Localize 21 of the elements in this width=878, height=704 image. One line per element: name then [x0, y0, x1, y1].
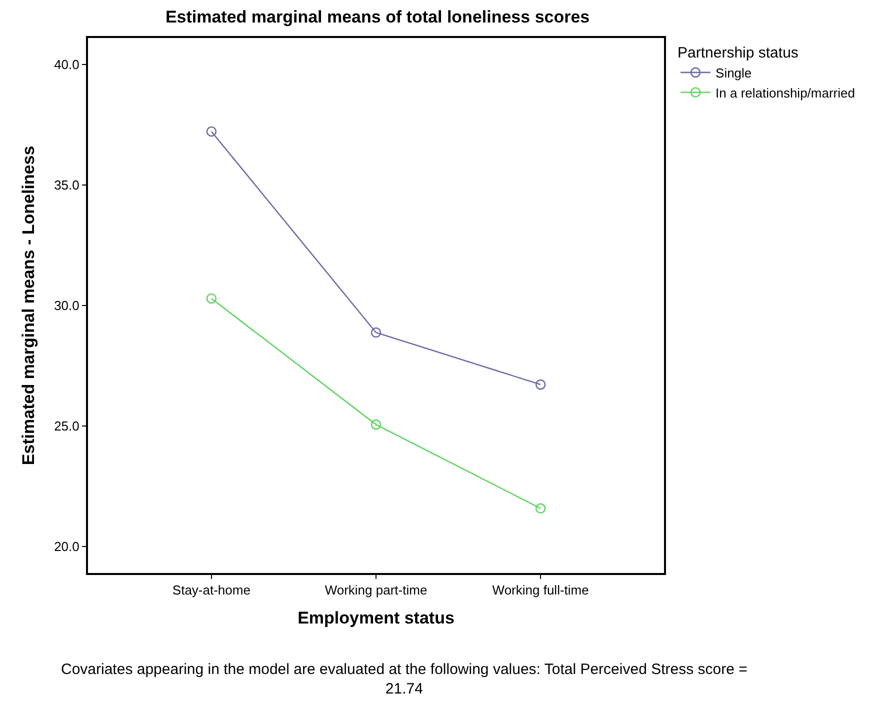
point [370, 327, 382, 338]
x-axis-title: Employment status [298, 608, 454, 628]
y-tick-label: 30.0 [54, 298, 80, 314]
y-tick-label: 20.0 [54, 539, 80, 554]
y-tick-label: 25.0 [54, 418, 80, 434]
point [535, 503, 546, 514]
point [206, 126, 217, 137]
x-tick-label: Working full-time [492, 582, 589, 598]
chart-title: Estimated marginal means of total loneliness scores [165, 7, 590, 26]
legend-label: Single [716, 66, 752, 81]
y-axis-title: Estimated marginal means - Loneliness [19, 146, 38, 466]
legend-title: Partnership status [678, 44, 798, 62]
y-tick-label: 35.0 [54, 178, 80, 193]
text: Covariates appearing in the model are evaluated at the following values: Total Perceived Stress score = 21.74 [61, 661, 748, 698]
y-tick-label: 40.0 [54, 57, 80, 72]
x-tick-label: Stay-at-home [172, 582, 250, 598]
point [535, 379, 546, 390]
point [206, 293, 217, 304]
legend-label: In a relationship/married [716, 85, 855, 100]
x-tick-label: Working part-time [324, 582, 428, 598]
point [370, 419, 382, 430]
